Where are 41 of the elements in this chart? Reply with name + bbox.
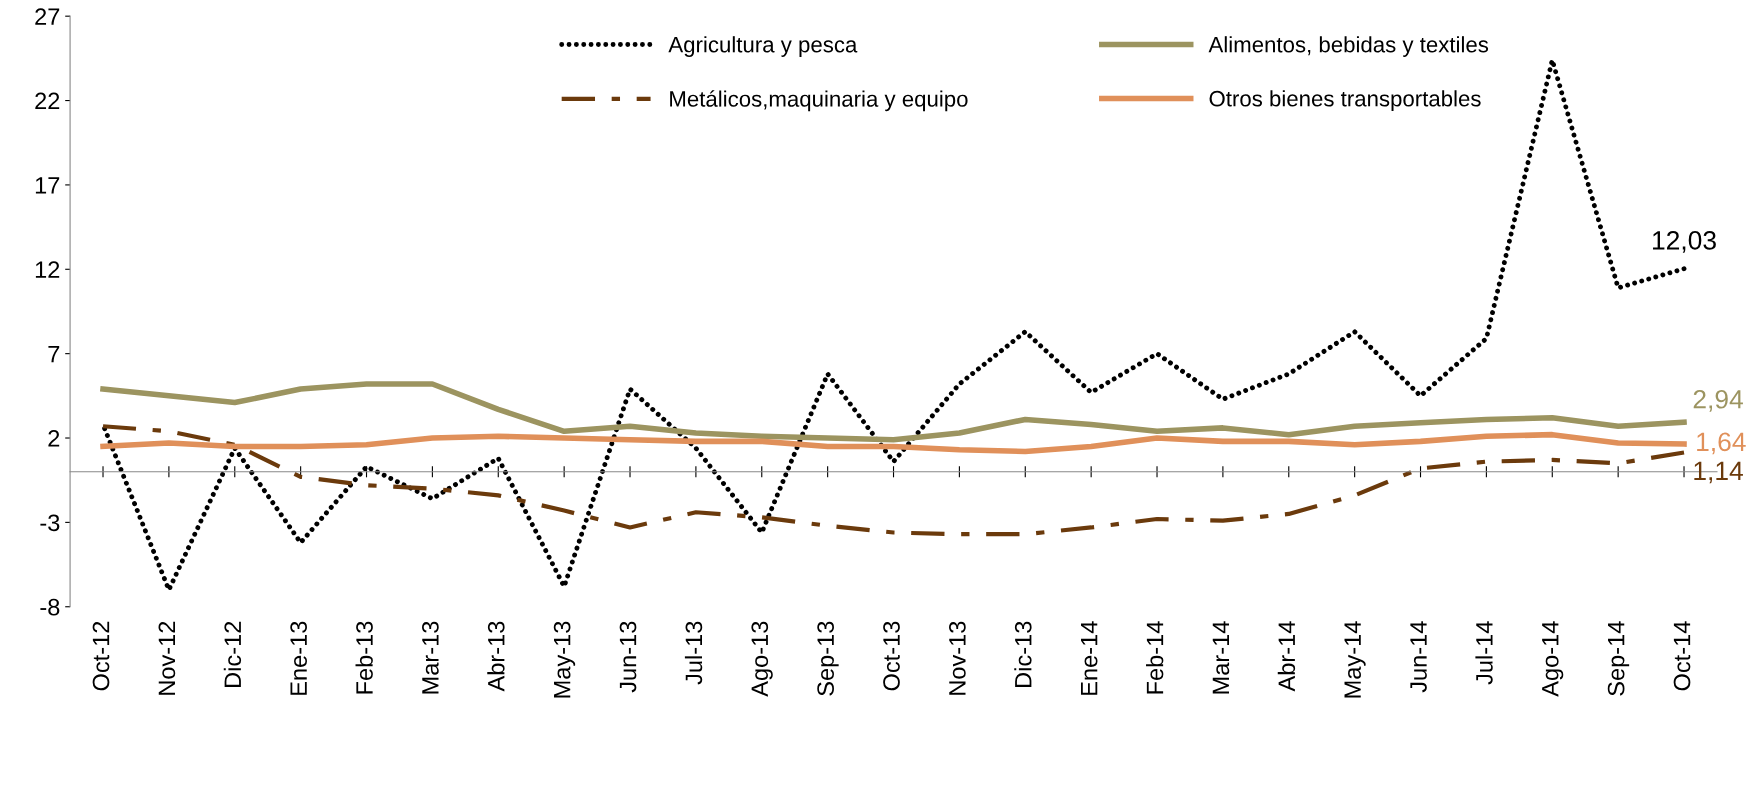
y-tick-label: 27 (35, 8, 60, 25)
y-tick-label: 22 (35, 92, 60, 110)
y-tick-label: 2 (48, 430, 60, 447)
legend-label: Metálicos,maquinaria y equipo (670, 90, 968, 112)
x-tick-label: Sep-13 (817, 621, 839, 696)
x-tick-label: May-13 (553, 621, 576, 698)
legend-label: Alimentos, bebidas y textiles (1208, 36, 1489, 57)
x-tick-label: Ene-13 (290, 621, 307, 695)
y-tick-label: 17 (35, 177, 60, 194)
x-tick-label: Sep-14 (1607, 621, 1630, 696)
x-tick-label: Ene-14 (1081, 621, 1098, 695)
x-tick-label: Jun-13 (619, 621, 637, 693)
x-tick-label: Oct-13 (883, 621, 900, 691)
x-tick-label: Abr-14 (1277, 621, 1296, 692)
legend-label: Agricultura y pesca (668, 36, 858, 57)
y-tick-label: -8 (40, 598, 60, 616)
x-tick-label: Jun-14 (1410, 621, 1427, 693)
x-tick-label: Jul-14 (1475, 621, 1493, 685)
x-tick-label: Dic-12 (223, 621, 242, 687)
annotation: 1,64 (1697, 432, 1746, 455)
legend-label: Otros bienes transportables (1209, 90, 1481, 111)
x-tick-label: Oct-14 (1673, 621, 1691, 691)
x-tick-label: Mar-13 (422, 621, 439, 694)
x-tick-label: Jul-13 (684, 621, 703, 685)
x-tick-label: Dic-13 (1014, 621, 1032, 687)
x-tick-label: Nov-13 (949, 621, 966, 695)
y-tick-label: 12 (35, 261, 60, 278)
x-tick-label: Feb-14 (1146, 621, 1164, 694)
annotation: 2,94 (1693, 389, 1743, 412)
y-tick-label: 7 (48, 345, 60, 363)
y-tick-label: -3 (40, 514, 60, 532)
x-tick-label: Ago-13 (751, 621, 773, 697)
x-tick-label: Oct-12 (92, 621, 110, 691)
x-tick-label: Abr-13 (487, 621, 505, 692)
annotation: 12,03 (1653, 230, 1716, 253)
x-tick-label: Ago-14 (1542, 621, 1564, 697)
x-tick-label: Feb-13 (355, 621, 373, 694)
annotation: 1,14 (1694, 461, 1743, 484)
x-tick-label: Nov-12 (158, 621, 176, 695)
x-tick-label: Mar-14 (1212, 621, 1230, 694)
x-tick-label: May-14 (1344, 621, 1366, 698)
